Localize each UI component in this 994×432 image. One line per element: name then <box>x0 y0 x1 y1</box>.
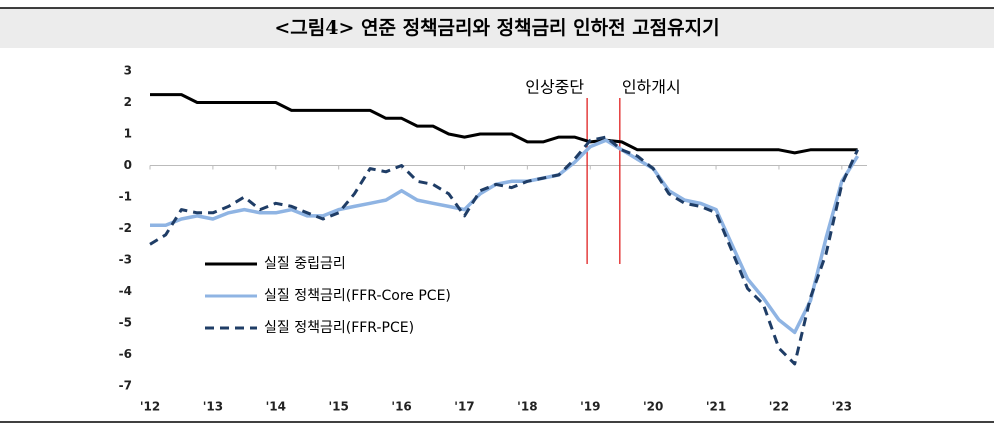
x-tick-label: '23 <box>832 400 852 414</box>
y-tick-label: -5 <box>119 316 132 330</box>
legend-label: 실질 정책금리(FFR-PCE) <box>264 320 414 336</box>
annotation-label: 인하개시 <box>622 78 681 97</box>
x-tick-label: '12 <box>140 400 160 414</box>
y-tick-label: 2 <box>124 95 132 109</box>
y-tick-label: -6 <box>119 347 132 361</box>
title-band <box>0 8 994 48</box>
x-tick-label: '14 <box>266 400 286 414</box>
x-tick-label: '22 <box>769 400 789 414</box>
x-tick-label: '18 <box>517 400 537 414</box>
y-tick-label: -1 <box>119 190 132 204</box>
series-line <box>150 93 858 155</box>
x-tick-label: '19 <box>580 400 600 414</box>
y-tick-label: -4 <box>119 284 132 298</box>
chart-title: <그림4> 연준 정책금리와 정책금리 인하전 고점유지기 <box>274 17 719 39</box>
x-tick-label: '20 <box>643 400 663 414</box>
annotation-label: 인상중단 <box>525 78 584 97</box>
x-tick-label: '17 <box>454 400 474 414</box>
legend-label: 실질 정책금리(FFR-Core PCE) <box>264 288 451 304</box>
x-tick-label: '15 <box>328 400 348 414</box>
series-line <box>150 138 860 335</box>
series-line <box>149 135 859 366</box>
x-tick-label: '21 <box>706 400 726 414</box>
y-tick-label: 0 <box>124 158 132 172</box>
x-tick-label: '13 <box>203 400 223 414</box>
y-tick-label: -3 <box>119 253 132 267</box>
y-tick-label: -7 <box>119 379 132 393</box>
y-tick-label: 3 <box>124 64 132 78</box>
y-tick-label: 1 <box>124 127 132 141</box>
x-tick-label: '16 <box>391 400 411 414</box>
legend-label: 실질 중립금리 <box>264 256 346 272</box>
y-tick-label: -2 <box>119 221 132 235</box>
